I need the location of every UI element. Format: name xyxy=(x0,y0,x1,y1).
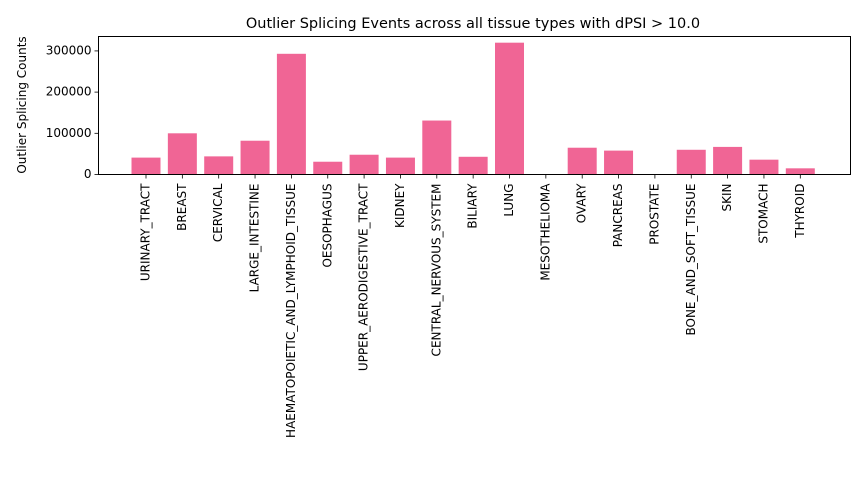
x-tick-label: OVARY xyxy=(575,183,589,223)
x-axis-ticks: URINARY_TRACT BREAST CERVICAL LARGE_INTESTI… xyxy=(139,174,807,438)
bar-cervical xyxy=(204,156,234,175)
y-tick-label: 100000 xyxy=(46,126,92,140)
y-tick-label: 300000 xyxy=(46,43,92,57)
x-tick-label: CERVICAL xyxy=(211,183,225,242)
bar-upper-aerodigestive-tract xyxy=(349,154,379,175)
x-tick-label: STOMACH xyxy=(756,184,770,244)
x-tick-label: SKIN xyxy=(720,184,734,212)
x-tick-label: UPPER_AERODIGESTIVE_TRACT xyxy=(357,183,371,371)
bar-skin xyxy=(713,146,743,175)
x-tick-label: PANCREAS xyxy=(611,184,625,248)
bar-lung xyxy=(495,42,524,175)
bar-urinary-tract xyxy=(131,157,161,175)
y-tick-label: 200000 xyxy=(46,85,92,99)
x-tick-label: LUNG xyxy=(502,184,516,217)
plot-frame xyxy=(98,36,851,175)
x-tick-label: BREAST xyxy=(175,183,189,231)
x-tick-label: THYROID xyxy=(793,184,807,239)
x-tick-label: LARGE_INTESTINE xyxy=(248,184,262,293)
x-tick-label: URINARY_TRACT xyxy=(139,183,153,281)
x-tick-label: BONE_AND_SOFT_TISSUE xyxy=(684,184,698,336)
bar-bone-and-soft-tissue xyxy=(676,149,706,175)
bar-stomach xyxy=(749,159,779,175)
bar-central-nervous-system xyxy=(422,120,452,175)
chart-title: Outlier Splicing Events across all tissu… xyxy=(246,16,700,32)
x-tick-label: PROSTATE xyxy=(647,184,661,245)
bar-ovary xyxy=(567,147,597,175)
x-tick-label: BILIARY xyxy=(466,183,480,229)
y-axis-label: Outlier Splicing Counts xyxy=(15,36,29,173)
x-tick-label: HAEMATOPOIETIC_AND_LYMPHOID_TISSUE xyxy=(284,184,298,438)
x-tick-label: KIDNEY xyxy=(393,183,407,228)
bar-oesophagus xyxy=(313,161,343,175)
bar-haematopoietic-and-lymphoid-tissue xyxy=(276,53,306,175)
y-tick-label: 0 xyxy=(84,167,92,181)
bar-large-intestine xyxy=(240,140,270,175)
y-axis-ticks: 0 100000 200000 300000 xyxy=(46,43,99,181)
bar-kidney xyxy=(385,157,415,175)
bar-biliary xyxy=(458,156,488,175)
x-tick-label: MESOTHELIOMA xyxy=(538,183,552,281)
bar-breast xyxy=(167,133,197,175)
bar-thyroid xyxy=(785,168,815,175)
bars-group xyxy=(131,42,815,175)
bar-pancreas xyxy=(604,150,634,175)
x-tick-label: OESOPHAGUS xyxy=(320,184,334,268)
x-tick-label: CENTRAL_NERVOUS_SYSTEM xyxy=(429,184,443,357)
